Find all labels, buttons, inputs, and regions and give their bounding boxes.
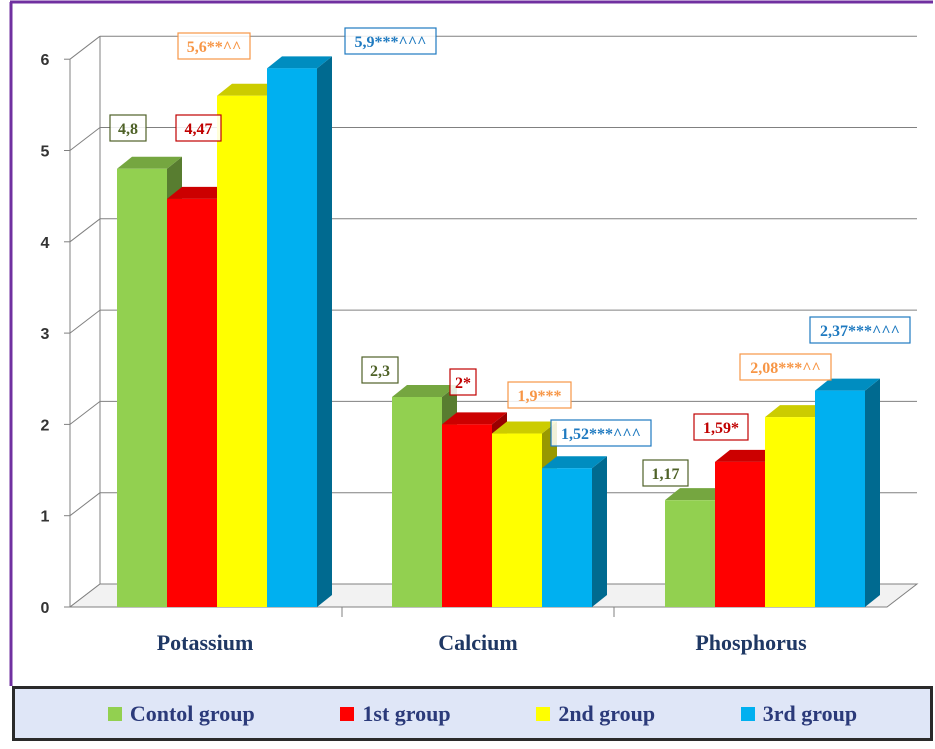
- bar: [542, 468, 592, 607]
- legend: Contol group 1st group 2nd group 3rd gro…: [12, 686, 933, 741]
- bar-top: [665, 488, 730, 501]
- bar-side: [317, 56, 332, 607]
- gridline-diagonal: [69, 35, 101, 60]
- data-label-box: [693, 413, 749, 441]
- legend-item-control: Contol group: [107, 700, 255, 727]
- legend-item-3rd: 3rd group: [740, 700, 858, 727]
- bar-top: [815, 378, 880, 391]
- bar: [217, 95, 267, 607]
- gridline-diagonal: [69, 401, 101, 425]
- bar-top: [442, 412, 507, 425]
- legend-label: 2nd group: [558, 700, 656, 726]
- data-label-box: [507, 381, 572, 409]
- bar-top: [492, 421, 557, 434]
- data-label-box: [175, 114, 222, 142]
- chart-plot: 0 1 2 3 4 5 6 Potassium Calcium Phosphorus 4,8 4,47…: [41, 27, 919, 655]
- bar: [715, 461, 765, 607]
- data-label: 2,3: [370, 363, 390, 380]
- data-label-box: [361, 356, 399, 384]
- data-label: 1,59*: [703, 420, 739, 437]
- bar-top: [267, 56, 332, 69]
- x-tick-label: Phosphorus: [695, 630, 807, 655]
- data-label-box: [642, 459, 689, 487]
- legend-swatch: [536, 706, 551, 721]
- legend-swatch: [740, 706, 755, 721]
- data-label: 2*: [455, 375, 471, 392]
- data-label: 1,9***: [518, 388, 562, 405]
- bar: [267, 68, 317, 607]
- gridline-diagonal: [69, 218, 101, 243]
- y-tick-label: 1: [41, 509, 50, 526]
- data-label-box: [809, 316, 911, 344]
- bar: [392, 397, 442, 607]
- legend-label: 1st group: [362, 700, 451, 726]
- data-label-box: [449, 368, 477, 396]
- bar-side: [592, 456, 607, 607]
- legend-label: 3rd group: [762, 700, 858, 726]
- data-label-box: [550, 419, 652, 447]
- bar: [492, 433, 542, 607]
- bar-top: [765, 405, 830, 418]
- bar: [765, 417, 815, 607]
- y-tick-label: 6: [41, 52, 50, 69]
- data-label: 2,08***^^: [750, 360, 821, 377]
- x-tick-label: Potassium: [157, 630, 254, 655]
- y-tick-label: 3: [41, 326, 50, 343]
- bar: [665, 500, 715, 607]
- data-label-box: [109, 114, 147, 142]
- y-tick-label: 5: [41, 144, 50, 161]
- data-label: 1,52***^^^: [561, 426, 641, 443]
- bar-top: [542, 456, 607, 469]
- y-tick-label: 4: [41, 235, 50, 252]
- x-tick-label: Calcium: [438, 630, 517, 655]
- gridline-diagonal: [69, 127, 101, 151]
- legend-label: Contol group: [129, 700, 255, 726]
- bar-top: [167, 186, 232, 199]
- bar: [117, 168, 167, 607]
- gridline-diagonal: [69, 309, 101, 334]
- legend-swatch: [107, 706, 122, 721]
- bar-top: [117, 156, 182, 169]
- bar-top: [217, 83, 282, 96]
- data-label: 2,37***^^^: [820, 323, 900, 340]
- data-label: 5,9***^^^: [355, 34, 427, 51]
- legend-item-2nd: 2nd group: [536, 701, 655, 727]
- bar-top: [392, 385, 457, 398]
- bar: [442, 424, 492, 607]
- data-label-box: [344, 27, 437, 55]
- bar-side: [865, 378, 880, 607]
- data-label: 4,8: [118, 121, 138, 138]
- y-tick-label: 0: [41, 600, 50, 617]
- data-label: 1,17: [652, 466, 680, 483]
- y-tick-label: 2: [41, 417, 50, 434]
- bar: [167, 198, 217, 607]
- gridline-diagonal: [69, 492, 101, 517]
- legend-item-1st: 1st group: [340, 700, 451, 727]
- data-label-box: [739, 353, 832, 381]
- bar-top: [715, 449, 780, 462]
- legend-swatch: [340, 706, 355, 721]
- bar: [815, 390, 865, 607]
- data-label: 5,6**^^: [187, 39, 242, 56]
- data-label: 4,47: [185, 121, 213, 138]
- data-label-box: [177, 32, 251, 60]
